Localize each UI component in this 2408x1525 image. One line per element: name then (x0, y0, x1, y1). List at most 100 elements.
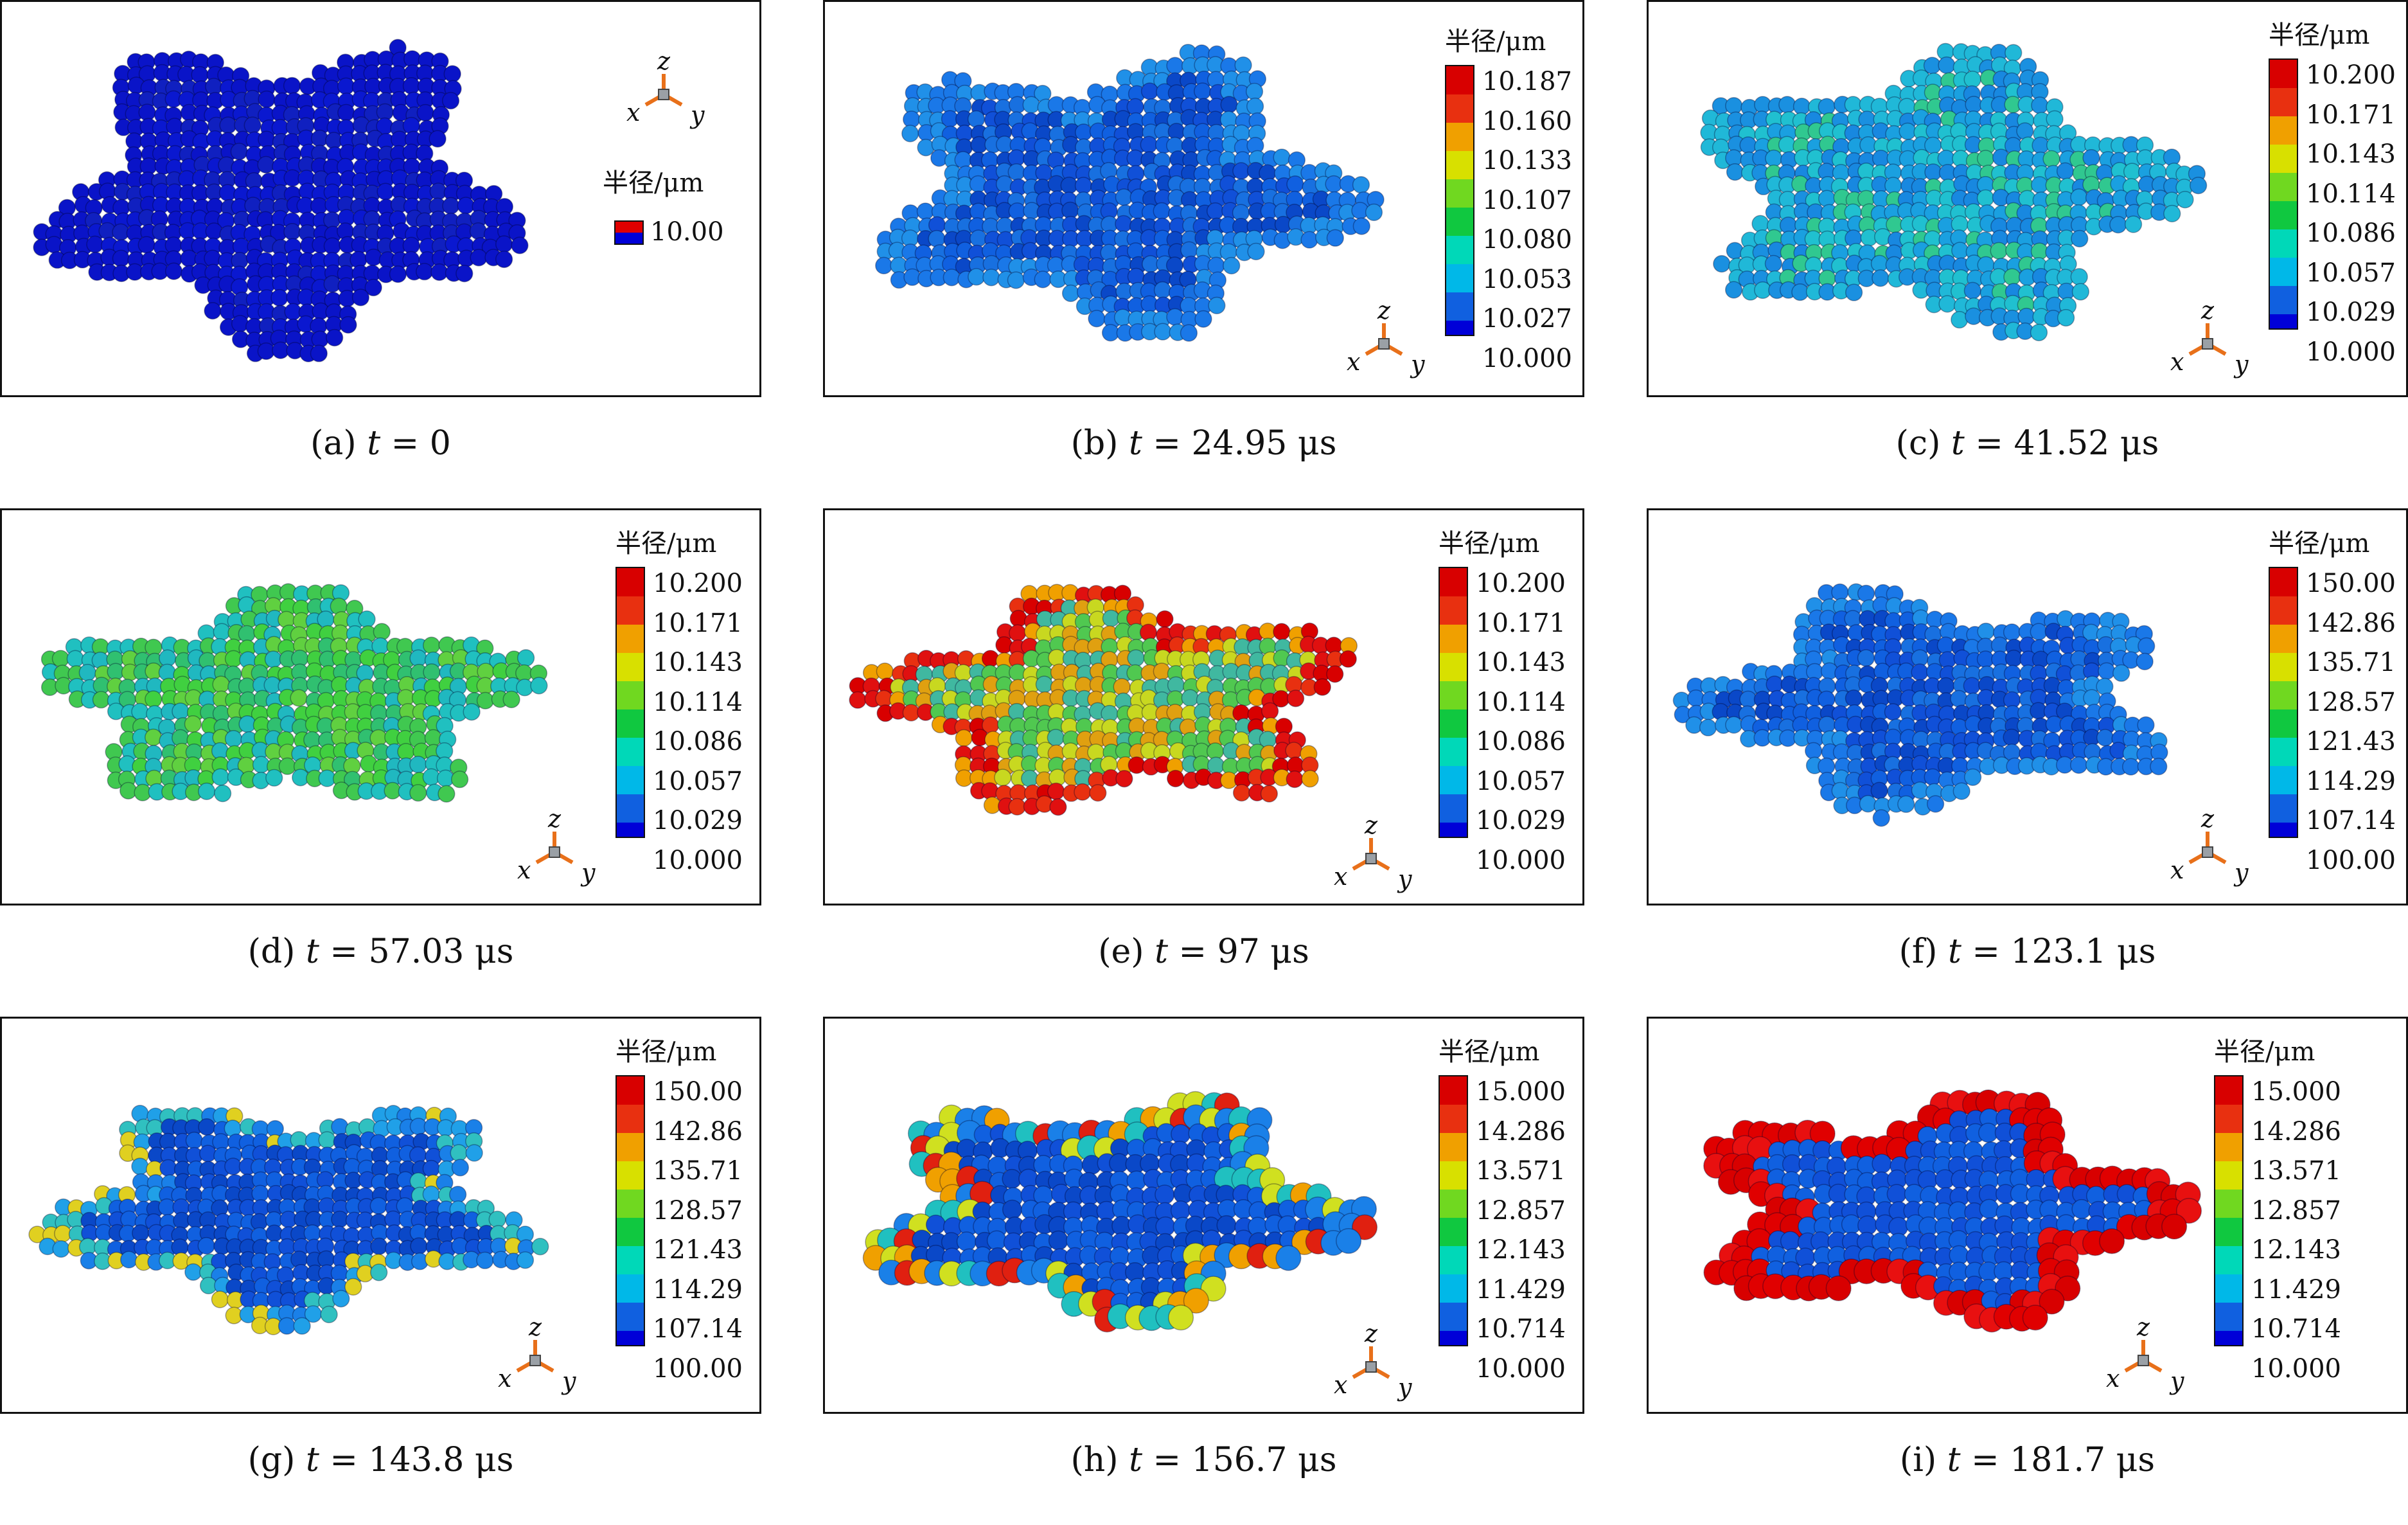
panel-g-particles (28, 1105, 549, 1335)
legend-color-step (1440, 1303, 1467, 1317)
particle (1115, 770, 1133, 788)
particle (145, 728, 163, 746)
particle (925, 1215, 946, 1235)
particle (2005, 649, 2023, 668)
particle (358, 610, 376, 629)
particle (2099, 1228, 2125, 1254)
particle (344, 1278, 362, 1296)
legend-tick: 10.160 (1482, 106, 1572, 136)
axis-label-y: y (1398, 1373, 1412, 1402)
panel-b: 半径/μm 10.187 10.160 10.133 10.107 10.080 10.05… (823, 0, 1584, 508)
particle (2109, 215, 2127, 234)
particle (1048, 648, 1066, 667)
legend-tick: 11.429 (1476, 1274, 1566, 1305)
axis-label-z: z (2201, 296, 2215, 325)
legend-color-step (1440, 823, 1467, 837)
particle (410, 1237, 428, 1255)
legend-tick: 10.053 (1482, 264, 1572, 294)
particle (1857, 584, 1875, 603)
legend-tick: 10.029 (1476, 806, 1566, 835)
particle (1247, 242, 1265, 261)
caption-time-value: = 143.8 (319, 1441, 465, 1479)
legend-color-step (617, 1274, 644, 1289)
legend-color-step (1440, 1289, 1467, 1303)
legend-color-step (2215, 1274, 2242, 1289)
particle (917, 138, 935, 157)
axis-label-y: y (581, 859, 596, 887)
legend-color-step (2270, 780, 2297, 794)
particle (290, 689, 308, 707)
particle (495, 235, 513, 253)
legend-color-step (1440, 653, 1467, 667)
legend-color-step (617, 1317, 644, 1331)
legend-color-step (617, 752, 644, 766)
caption-label: (f) (1899, 932, 1938, 971)
legend-color-step (617, 582, 644, 596)
particle (2176, 190, 2194, 209)
legend-color-step (1440, 1260, 1467, 1274)
panel-h: 半径/μm 15.000 14.286 13.571 12.857 12.143 11.42… (823, 1017, 1584, 1525)
caption-time-value: = 123.1 (1961, 932, 2107, 971)
panel-d-particles (40, 583, 548, 803)
legend-color-step (1440, 568, 1467, 582)
legend-color-step (1440, 738, 1467, 752)
particle (2071, 283, 2090, 301)
particle (2098, 662, 2116, 680)
particle (323, 237, 341, 255)
legend-swatch (614, 220, 644, 245)
panel-e-frame: 半径/μm 10.200 10.171 10.143 10.114 10.086 10.05… (823, 508, 1584, 905)
legend-color-step (2270, 116, 2297, 130)
particle (92, 691, 110, 709)
legend-color-step (2270, 60, 2297, 74)
particle (1154, 323, 1172, 341)
axis-triad-icon (2124, 1340, 2163, 1373)
legend-tick: 12.143 (1476, 1235, 1566, 1265)
particle (1365, 203, 1383, 222)
particle (1713, 254, 1731, 273)
particle (120, 781, 137, 799)
particle (184, 1263, 202, 1281)
particle (1938, 295, 1956, 313)
caption-time-var: t (1951, 424, 1965, 463)
particle (1726, 163, 1744, 181)
axis-label-x: x (498, 1364, 512, 1393)
legend-color-step (1446, 80, 1473, 94)
particle (901, 125, 919, 143)
legend-color-step (2215, 1119, 2242, 1133)
legend-color-step (1440, 667, 1467, 681)
particle (1216, 1215, 1237, 1236)
particle (416, 263, 434, 281)
legend-color-step (617, 639, 644, 653)
particle (205, 222, 223, 240)
particle (1166, 308, 1184, 326)
particle (2016, 122, 2034, 140)
particle (516, 1251, 535, 1269)
particle (1326, 229, 1344, 247)
particle (981, 782, 999, 800)
particle (1234, 56, 1252, 75)
particle (1872, 809, 1890, 827)
particle (1979, 1199, 1999, 1219)
particle (198, 1118, 216, 1136)
particle (451, 1159, 470, 1177)
legend-color-step (617, 1331, 644, 1345)
legend-color-step (1440, 794, 1467, 808)
particle (1825, 1275, 1852, 1301)
legend-tick: 10.133 (1482, 146, 1572, 175)
legend-color-step (1440, 1204, 1467, 1218)
legend-color-step (2215, 1218, 2242, 1232)
legend-tick: 121.43 (2306, 727, 2396, 756)
legend-color-step (2270, 667, 2297, 681)
legend-color-step (2270, 314, 2297, 328)
legend-tick: 10.714 (1476, 1314, 1566, 1344)
axis-label-z: z (548, 805, 562, 833)
particle (1313, 678, 1331, 696)
particle (2071, 229, 2089, 248)
particle (1339, 650, 1357, 668)
particle (2057, 308, 2075, 327)
particle (1048, 1230, 1069, 1251)
particle (1286, 175, 1304, 193)
legend-color-step (2270, 709, 2297, 724)
legend-color-step (2270, 272, 2297, 286)
